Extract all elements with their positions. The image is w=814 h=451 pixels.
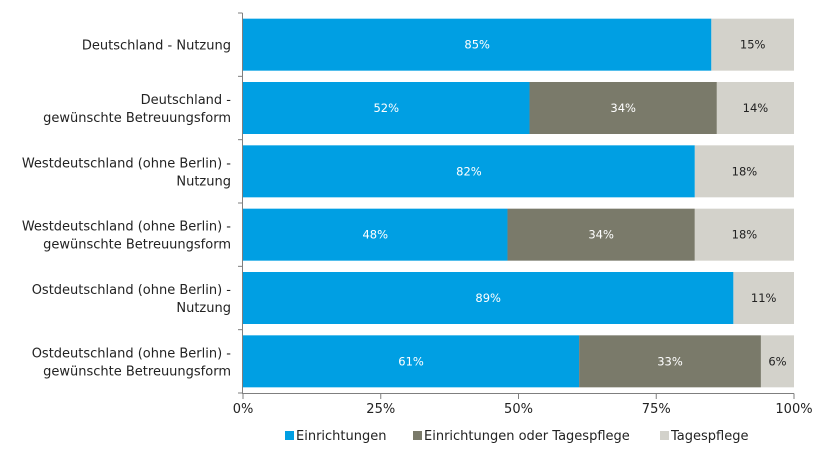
bar-segment <box>507 208 695 261</box>
bar-segment <box>733 272 794 324</box>
bar-segment <box>243 208 508 261</box>
data-label: 6% <box>768 354 786 368</box>
bar-segment <box>694 145 794 198</box>
bar-segment <box>694 208 794 261</box>
category-label: Ostdeutschland (ohne Berlin) -gewünschte… <box>32 346 232 379</box>
x-tick-label: 25% <box>366 402 395 417</box>
legend-label: Einrichtungen <box>296 429 386 444</box>
data-label: 89% <box>475 291 501 305</box>
bar-segment <box>716 82 794 134</box>
data-label: 14% <box>743 101 769 115</box>
bar-segment <box>243 82 530 134</box>
category-label: Westdeutschland (ohne Berlin) -gewünscht… <box>22 220 231 253</box>
bar-segment <box>243 272 734 324</box>
bar-segment <box>711 18 794 71</box>
data-label: 52% <box>373 101 399 115</box>
category-label: Deutschland -gewünschte Betreuungsform <box>43 93 231 126</box>
category-label: Ostdeutschland (ohne Berlin) -Nutzung <box>32 283 232 316</box>
x-tick-label: 50% <box>504 402 533 417</box>
legend: Einrichtungen Einrichtungen oder Tagespfl… <box>285 429 748 444</box>
category-label: Westdeutschland (ohne Berlin) -Nutzung <box>22 156 231 189</box>
legend-label: Einrichtungen oder Tagespflege <box>424 429 630 444</box>
bar-segment <box>243 18 712 71</box>
bars-group: 85% 15% 52% 34% 14% 82% 18% 48% 34% 18% 89% 11% 61% 3… <box>243 18 794 388</box>
data-label: 48% <box>362 228 388 242</box>
data-label: 34% <box>588 228 614 242</box>
legend-swatch <box>660 431 669 440</box>
data-label: 11% <box>751 291 777 305</box>
bar-segment <box>760 335 794 388</box>
x-tick-label: 75% <box>642 402 671 417</box>
data-label: 34% <box>610 101 636 115</box>
data-label: 85% <box>464 38 490 52</box>
axes-group: Deutschland - Nutzung Deutschland -gewüns… <box>22 12 813 417</box>
data-label: 18% <box>732 228 758 242</box>
bar-segment <box>529 82 717 134</box>
bar-segment <box>579 335 761 388</box>
data-label: 33% <box>657 354 683 368</box>
legend-swatch <box>285 431 294 440</box>
x-tick-label: 0% <box>233 402 254 417</box>
x-tick-label: 100% <box>775 402 812 417</box>
data-label: 82% <box>456 164 482 178</box>
bar-segment <box>243 335 580 388</box>
legend-swatch <box>413 431 422 440</box>
legend-label: Tagespflege <box>670 429 748 444</box>
bar-segment <box>243 145 695 198</box>
data-label: 18% <box>732 164 758 178</box>
data-label: 61% <box>398 354 424 368</box>
category-label: Deutschland - Nutzung <box>82 39 231 54</box>
data-label: 15% <box>740 38 766 52</box>
